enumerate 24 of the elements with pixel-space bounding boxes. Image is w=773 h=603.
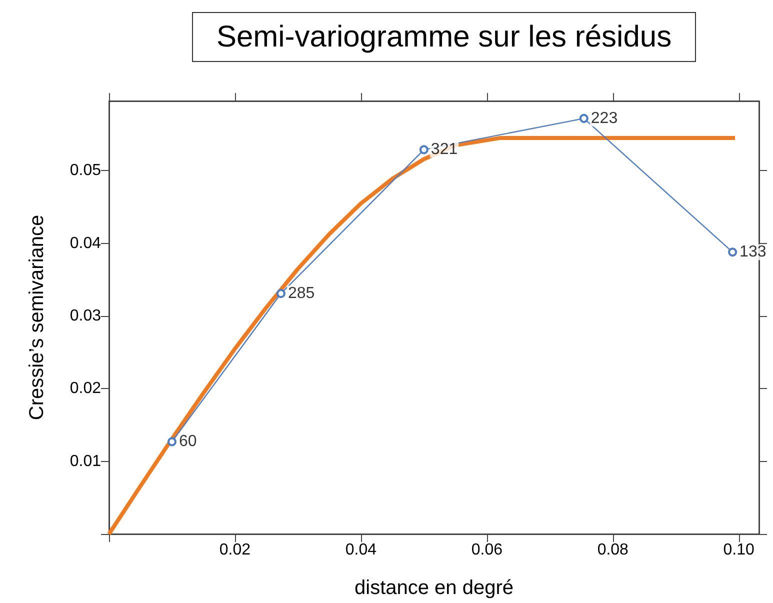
x-tick-label: 0.08 (597, 542, 629, 558)
annotation: 321 (430, 141, 458, 158)
point (276, 289, 286, 298)
y-tick-label: 0.02 (70, 380, 102, 398)
chart-title: Semi-variogramme sur les résidus (216, 20, 672, 54)
annotation: 285 (288, 285, 315, 302)
x-tick-label: 0.06 (471, 542, 503, 558)
y-tick-label: 0.01 (70, 452, 102, 470)
annotation: 60 (178, 433, 197, 450)
x-tick-label: 0.10 (723, 542, 755, 558)
annotation: 133 (740, 244, 766, 261)
x-axis-title: distance en degré (354, 577, 514, 599)
point (728, 248, 738, 257)
x-tick-label: 0.04 (345, 542, 377, 558)
x-tick-label: 0.02 (219, 542, 251, 558)
y-tick-label: 0.03 (70, 308, 102, 325)
y-axis-title: Cressie’s semivariance (26, 214, 48, 420)
point (167, 437, 176, 446)
y-tick-label: 0.05 (70, 162, 102, 180)
y-tick-label: 0.04 (70, 234, 102, 252)
line-series (107, 136, 738, 536)
point (419, 145, 428, 154)
point (579, 114, 588, 123)
annotation: 223 (590, 110, 618, 127)
